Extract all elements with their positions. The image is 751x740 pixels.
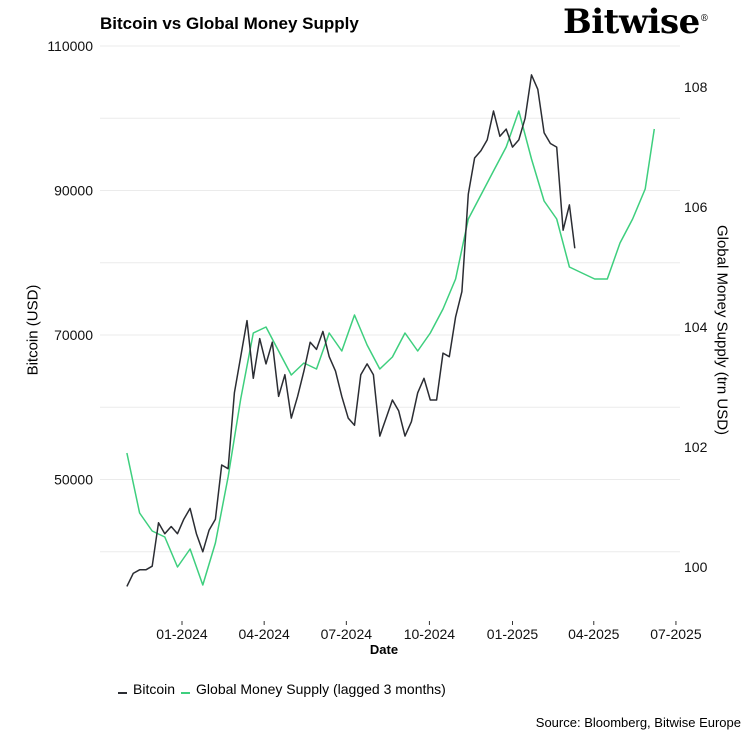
x-axis-label: Date bbox=[369, 642, 399, 657]
legend: Bitcoin Global Money Supply (lagged 3 mo… bbox=[118, 681, 446, 697]
legend-label-money-supply: Global Money Supply (lagged 3 months) bbox=[196, 681, 446, 697]
x-tick-label: 04-2025 bbox=[568, 626, 620, 642]
y-right-tick-label: 100 bbox=[684, 559, 708, 575]
y-left-tick-label: 70000 bbox=[54, 327, 93, 343]
y-axis-left-label: Bitcoin (USD) bbox=[24, 284, 42, 376]
registered-mark: ® bbox=[699, 14, 709, 24]
y-left-tick-label: 110000 bbox=[47, 38, 93, 54]
y-right-tick-label: 104 bbox=[684, 319, 708, 335]
y-left-tick-label: 50000 bbox=[54, 472, 93, 488]
y-left-tick-label: 90000 bbox=[54, 183, 93, 199]
x-tick-label: 07-2024 bbox=[321, 626, 373, 642]
bitwise-logo: Bitwise® bbox=[563, 2, 709, 42]
legend-item-money-supply: Global Money Supply (lagged 3 months) bbox=[181, 681, 446, 697]
logo-text: Bitwise bbox=[563, 2, 700, 42]
x-tick-label: 01-2024 bbox=[156, 626, 208, 642]
series-line-bitcoin bbox=[126, 74, 576, 587]
legend-swatch-bitcoin bbox=[118, 692, 127, 694]
legend-label-bitcoin: Bitcoin bbox=[133, 681, 176, 697]
x-tick-label: 04-2024 bbox=[238, 626, 290, 642]
series-line-money-supply bbox=[126, 110, 656, 586]
legend-swatch-money-supply bbox=[181, 692, 191, 694]
legend-item-bitcoin: Bitcoin bbox=[118, 681, 175, 697]
y-right-tick-label: 108 bbox=[684, 79, 708, 95]
y-right-tick-label: 106 bbox=[684, 199, 708, 215]
y-axis-right-label: Global Money Supply (trn USD) bbox=[713, 224, 731, 436]
x-tick-label: 10-2024 bbox=[404, 626, 456, 642]
x-tick-label: 07-2025 bbox=[650, 626, 702, 642]
source-note: Source: Bloomberg, Bitwise Europe bbox=[535, 715, 741, 730]
y-right-tick-label: 102 bbox=[684, 439, 708, 455]
chart-title: Bitcoin vs Global Money Supply bbox=[100, 14, 359, 33]
x-tick-label: 01-2025 bbox=[487, 626, 539, 642]
